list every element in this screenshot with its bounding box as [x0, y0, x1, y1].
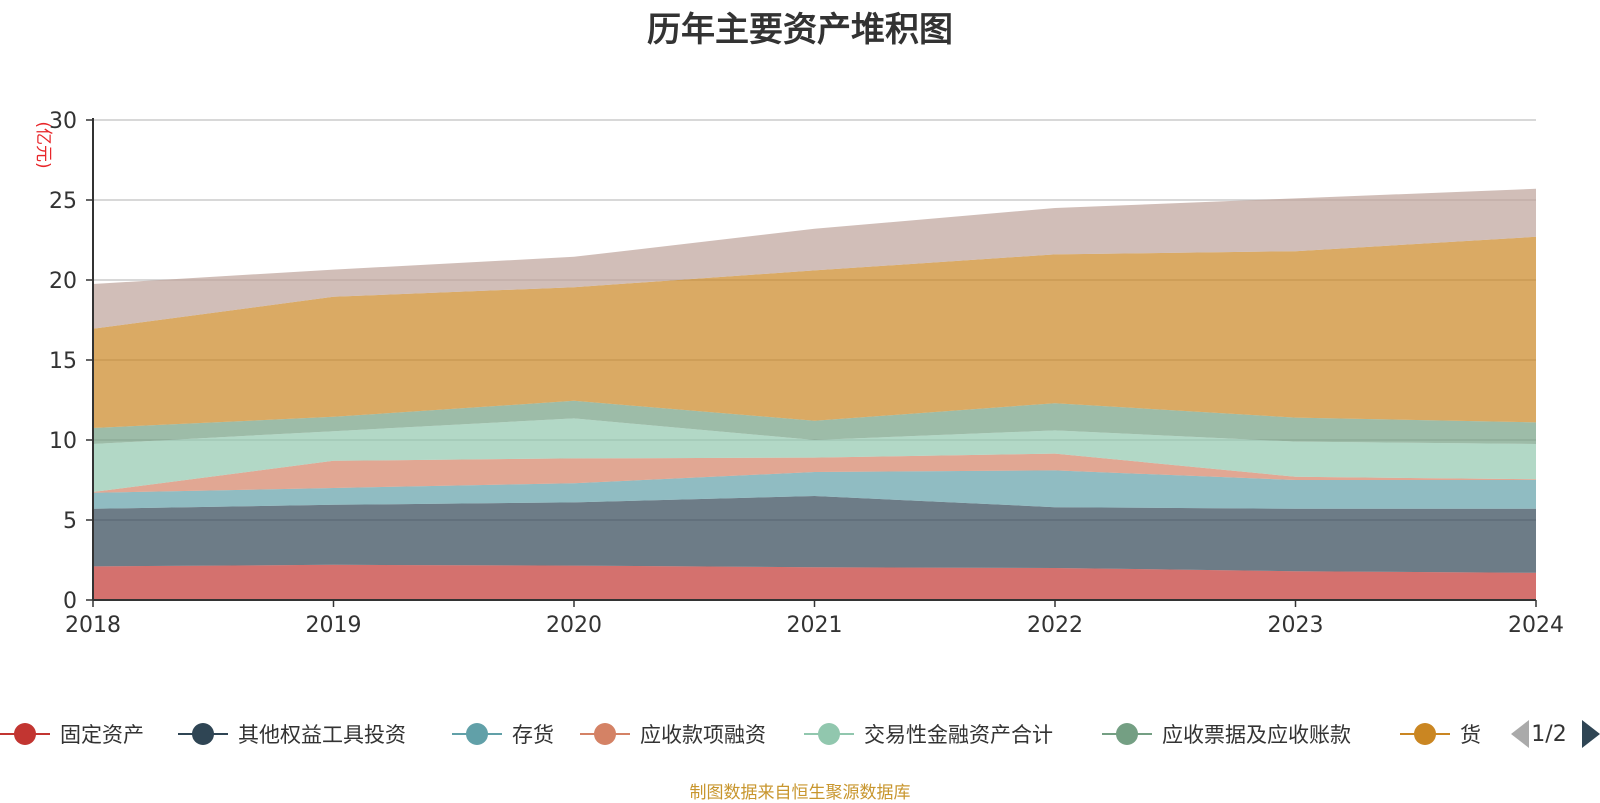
- area-series-layer: [93, 188, 1536, 600]
- legend-marker: [14, 723, 36, 745]
- legend-next-icon[interactable]: [1582, 720, 1600, 748]
- y-tick-label: 30: [49, 109, 77, 134]
- source-note: 制图数据来自恒生聚源数据库: [689, 783, 911, 803]
- area-series-2: [93, 496, 1536, 573]
- chart-title: 历年主要资产堆积图: [647, 10, 953, 50]
- legend-item-label[interactable]: 存货: [512, 723, 554, 747]
- legend-item-label[interactable]: 货: [1460, 723, 1481, 747]
- x-tick-label: 2021: [787, 613, 843, 638]
- legend-item-label[interactable]: 其他权益工具投资: [238, 723, 406, 747]
- legend-marker: [192, 723, 214, 745]
- x-tick-label: 2019: [306, 613, 362, 638]
- area-series-8: [93, 188, 1536, 329]
- legend-item-label[interactable]: 应收款项融资: [640, 723, 766, 747]
- y-tick-label: 5: [63, 509, 77, 534]
- y-tick-label: 25: [49, 189, 77, 214]
- y-tick-label: 10: [49, 429, 77, 454]
- area-series-7: [93, 236, 1536, 428]
- legend-marker: [818, 723, 840, 745]
- legend-item-label[interactable]: 应收票据及应收账款: [1162, 723, 1351, 747]
- area-series-6: [93, 400, 1536, 444]
- y-tick-label: 20: [49, 269, 77, 294]
- legend-prev-icon[interactable]: [1511, 720, 1529, 748]
- area-series-1: [93, 564, 1536, 600]
- area-series-3: [93, 470, 1536, 509]
- y-axis-unit-label: (亿元): [33, 121, 53, 168]
- y-tick-label: 15: [49, 349, 77, 374]
- legend-pager: 1/2: [1511, 720, 1600, 748]
- legend-item-label[interactable]: 固定资产: [60, 723, 144, 747]
- legend-marker: [1414, 723, 1436, 745]
- x-tick-label: 2022: [1027, 613, 1083, 638]
- x-tick-label: 2020: [546, 613, 602, 638]
- x-tick-label: 2024: [1508, 613, 1564, 638]
- legend-marker: [1116, 723, 1138, 745]
- x-tick-label: 2018: [65, 613, 121, 638]
- y-tick-label: 0: [63, 589, 77, 614]
- legend-marker: [594, 723, 616, 745]
- axes: 0 5 10 15 20 25 30 2018 2019 2020 2021 2022 2023 2024: [49, 109, 1564, 638]
- legend-page-indicator: 1/2: [1531, 722, 1566, 747]
- legend-item-label[interactable]: 交易性金融资产合计: [864, 723, 1053, 747]
- area-series-5: [93, 418, 1536, 492]
- area-series-4: [93, 453, 1536, 493]
- legend-marker: [466, 723, 488, 745]
- legend: 固定资产 其他权益工具投资 存货 应收款项融资 交易性金融资产合计 应收票据及应收账款 货: [0, 723, 1481, 747]
- x-tick-label: 2023: [1268, 613, 1324, 638]
